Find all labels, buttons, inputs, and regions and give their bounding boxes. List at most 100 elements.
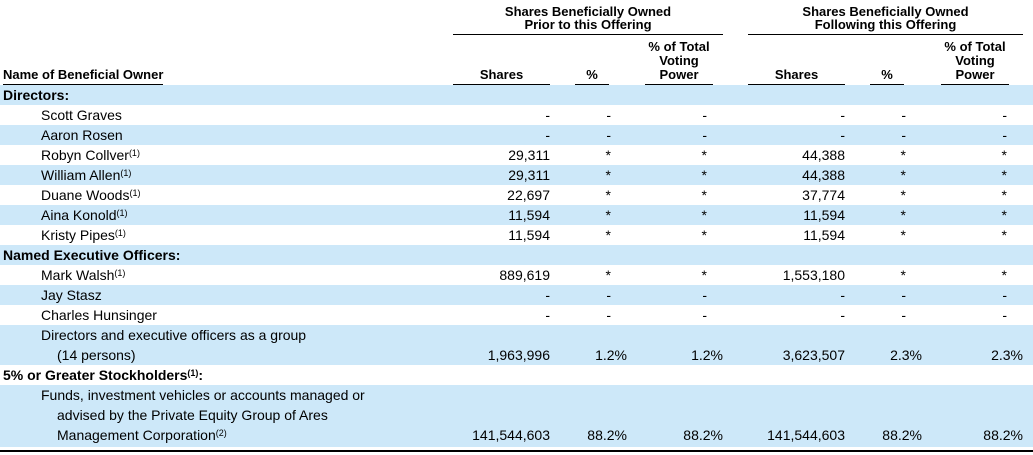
prior-subcolumn-headers: Shares % % of Total Voting Power bbox=[445, 35, 723, 85]
owner-name-line: Aina Konold(1) bbox=[41, 207, 128, 223]
owner-name-line: Funds, investment vehicles or accounts m… bbox=[41, 387, 365, 403]
owner-name-line: Duane Woods(1) bbox=[41, 187, 141, 203]
section-row: Named Executive Officers: bbox=[0, 245, 1033, 265]
footnote-superscript: (1) bbox=[114, 268, 126, 278]
value-cell: * bbox=[701, 187, 707, 203]
value-cell: - bbox=[606, 107, 611, 123]
table-row: Aina Konold(1) 11,594 * * 11,594 * * bbox=[0, 205, 1033, 225]
owner-name-line: Management Corporation(2) bbox=[57, 427, 227, 443]
value-cell: 141,544,603 bbox=[767, 427, 845, 443]
vp-line3: Power bbox=[659, 67, 699, 82]
owner-name: Aaron Rosen bbox=[0, 125, 445, 145]
value-cell: * bbox=[900, 167, 906, 183]
value-cell: - bbox=[901, 107, 906, 123]
owner-name-line: Robyn Collver(1) bbox=[41, 147, 140, 163]
prior-shares-header: Shares bbox=[445, 35, 550, 85]
value-cell: - bbox=[1002, 127, 1007, 143]
value-cell: * bbox=[605, 187, 611, 203]
group-title-line2: Prior to this Offering bbox=[524, 17, 652, 32]
prior-offering-group: Shares Beneficially Owned Prior to this … bbox=[445, 0, 723, 85]
value-cell: - bbox=[901, 307, 906, 323]
percent-header-label: % bbox=[575, 68, 609, 85]
following-offering-group: Shares Beneficially Owned Following this… bbox=[723, 0, 1023, 85]
following-offering-group-title: Shares Beneficially Owned Following this… bbox=[748, 0, 1023, 35]
owner-name-line: Aaron Rosen bbox=[41, 127, 123, 143]
owner-name: William Allen(1) bbox=[0, 165, 445, 185]
value-cell: * bbox=[605, 147, 611, 163]
value-cell: 1,553,180 bbox=[782, 267, 845, 283]
value-cell: - bbox=[545, 307, 550, 323]
value-cell: * bbox=[900, 227, 906, 243]
table-row: Scott Graves - - - - - - bbox=[0, 105, 1033, 125]
prior-percent-header: % bbox=[550, 35, 627, 85]
value-cell: 44,388 bbox=[802, 147, 845, 163]
table-row: Kristy Pipes(1) 11,594 * * 11,594 * * bbox=[0, 225, 1033, 245]
group-title-line2: Following this Offering bbox=[814, 17, 957, 32]
owner-name-line: 5% or Greater Stockholders(1): bbox=[3, 367, 204, 383]
value-cell: - bbox=[606, 307, 611, 323]
value-cell: 22,697 bbox=[507, 187, 550, 203]
value-cell: * bbox=[1001, 187, 1007, 203]
table-bottom-rule bbox=[0, 450, 1033, 452]
owner-name-line: Directors and executive officers as a gr… bbox=[41, 327, 307, 343]
owner-name-line: Kristy Pipes(1) bbox=[41, 227, 126, 243]
value-cell: * bbox=[701, 267, 707, 283]
owner-name: Directors: bbox=[0, 85, 445, 105]
value-cell: - bbox=[702, 107, 707, 123]
table-row: Mark Walsh(1) 889,619 * * 1,553,180 * * bbox=[0, 265, 1033, 285]
owner-name: Kristy Pipes(1) bbox=[0, 225, 445, 245]
name-column-header: Name of Beneficial Owner bbox=[0, 0, 445, 85]
footnote-superscript: (1) bbox=[120, 168, 132, 178]
owner-name: Duane Woods(1) bbox=[0, 185, 445, 205]
value-cell: - bbox=[901, 287, 906, 303]
owner-name-line: Jay Stasz bbox=[41, 287, 102, 303]
owner-name-line: Directors: bbox=[3, 87, 70, 103]
vp-line3: Power bbox=[955, 67, 995, 82]
value-cell: - bbox=[1002, 307, 1007, 323]
value-cell: - bbox=[1002, 287, 1007, 303]
footnote-superscript: (1) bbox=[128, 148, 140, 158]
value-cell: * bbox=[701, 167, 707, 183]
value-cell: * bbox=[701, 207, 707, 223]
owner-name: Jay Stasz bbox=[0, 285, 445, 305]
following-percent-header: % bbox=[845, 35, 922, 85]
section-row: 5% or Greater Stockholders(1): bbox=[0, 365, 1033, 385]
value-cell: 11,594 bbox=[803, 207, 845, 223]
table-row: William Allen(1) 29,311 * * 44,388 * * bbox=[0, 165, 1033, 185]
prior-offering-group-title: Shares Beneficially Owned Prior to this … bbox=[453, 0, 723, 35]
value-cell: 11,594 bbox=[508, 227, 550, 243]
value-cell: 2.3% bbox=[991, 347, 1023, 363]
vp-line2: Voting bbox=[659, 53, 699, 68]
value-cell: 11,594 bbox=[508, 207, 550, 223]
shares-header-label: Shares bbox=[748, 68, 845, 85]
group-title-line1: Shares Beneficially Owned bbox=[802, 4, 969, 19]
name-column-header-label: Name of Beneficial Owner bbox=[3, 68, 164, 85]
owner-name: Robyn Collver(1) bbox=[0, 145, 445, 165]
owner-name: Aina Konold(1) bbox=[0, 205, 445, 225]
table-row: Charles Hunsinger - - - - - - bbox=[0, 305, 1033, 325]
footnote-superscript: (1) bbox=[187, 368, 199, 378]
value-cell: 88.2% bbox=[683, 427, 723, 443]
owner-name: Directors and executive officers as a gr… bbox=[0, 325, 445, 365]
value-cell: - bbox=[702, 127, 707, 143]
value-cell: * bbox=[605, 207, 611, 223]
owner-name-line: William Allen(1) bbox=[41, 167, 132, 183]
value-cell: * bbox=[1001, 227, 1007, 243]
value-cell: 1.2% bbox=[595, 347, 627, 363]
value-cell: 11,594 bbox=[803, 227, 845, 243]
table-header: Name of Beneficial Owner Shares Benefici… bbox=[0, 0, 1033, 85]
value-cell: - bbox=[702, 287, 707, 303]
owner-name: 5% or Greater Stockholders(1): bbox=[0, 365, 445, 385]
value-cell: - bbox=[545, 287, 550, 303]
value-cell: * bbox=[605, 227, 611, 243]
table-body: Directors: Scott Graves - - - - - - Aaron Rosen -… bbox=[0, 85, 1033, 447]
value-cell: 1,963,996 bbox=[487, 347, 550, 363]
table-row: Directors and executive officers as a gr… bbox=[0, 325, 1033, 365]
value-cell: - bbox=[545, 127, 550, 143]
owner-name-line: advised by the Private Equity Group of A… bbox=[57, 407, 328, 423]
following-voting-power-header: % of Total Voting Power bbox=[922, 35, 1023, 85]
footnote-superscript: (2) bbox=[215, 428, 227, 438]
value-cell: * bbox=[1001, 167, 1007, 183]
owner-name-line: Mark Walsh(1) bbox=[41, 267, 126, 283]
following-subcolumn-headers: Shares % % of Total Voting Power bbox=[723, 35, 1023, 85]
